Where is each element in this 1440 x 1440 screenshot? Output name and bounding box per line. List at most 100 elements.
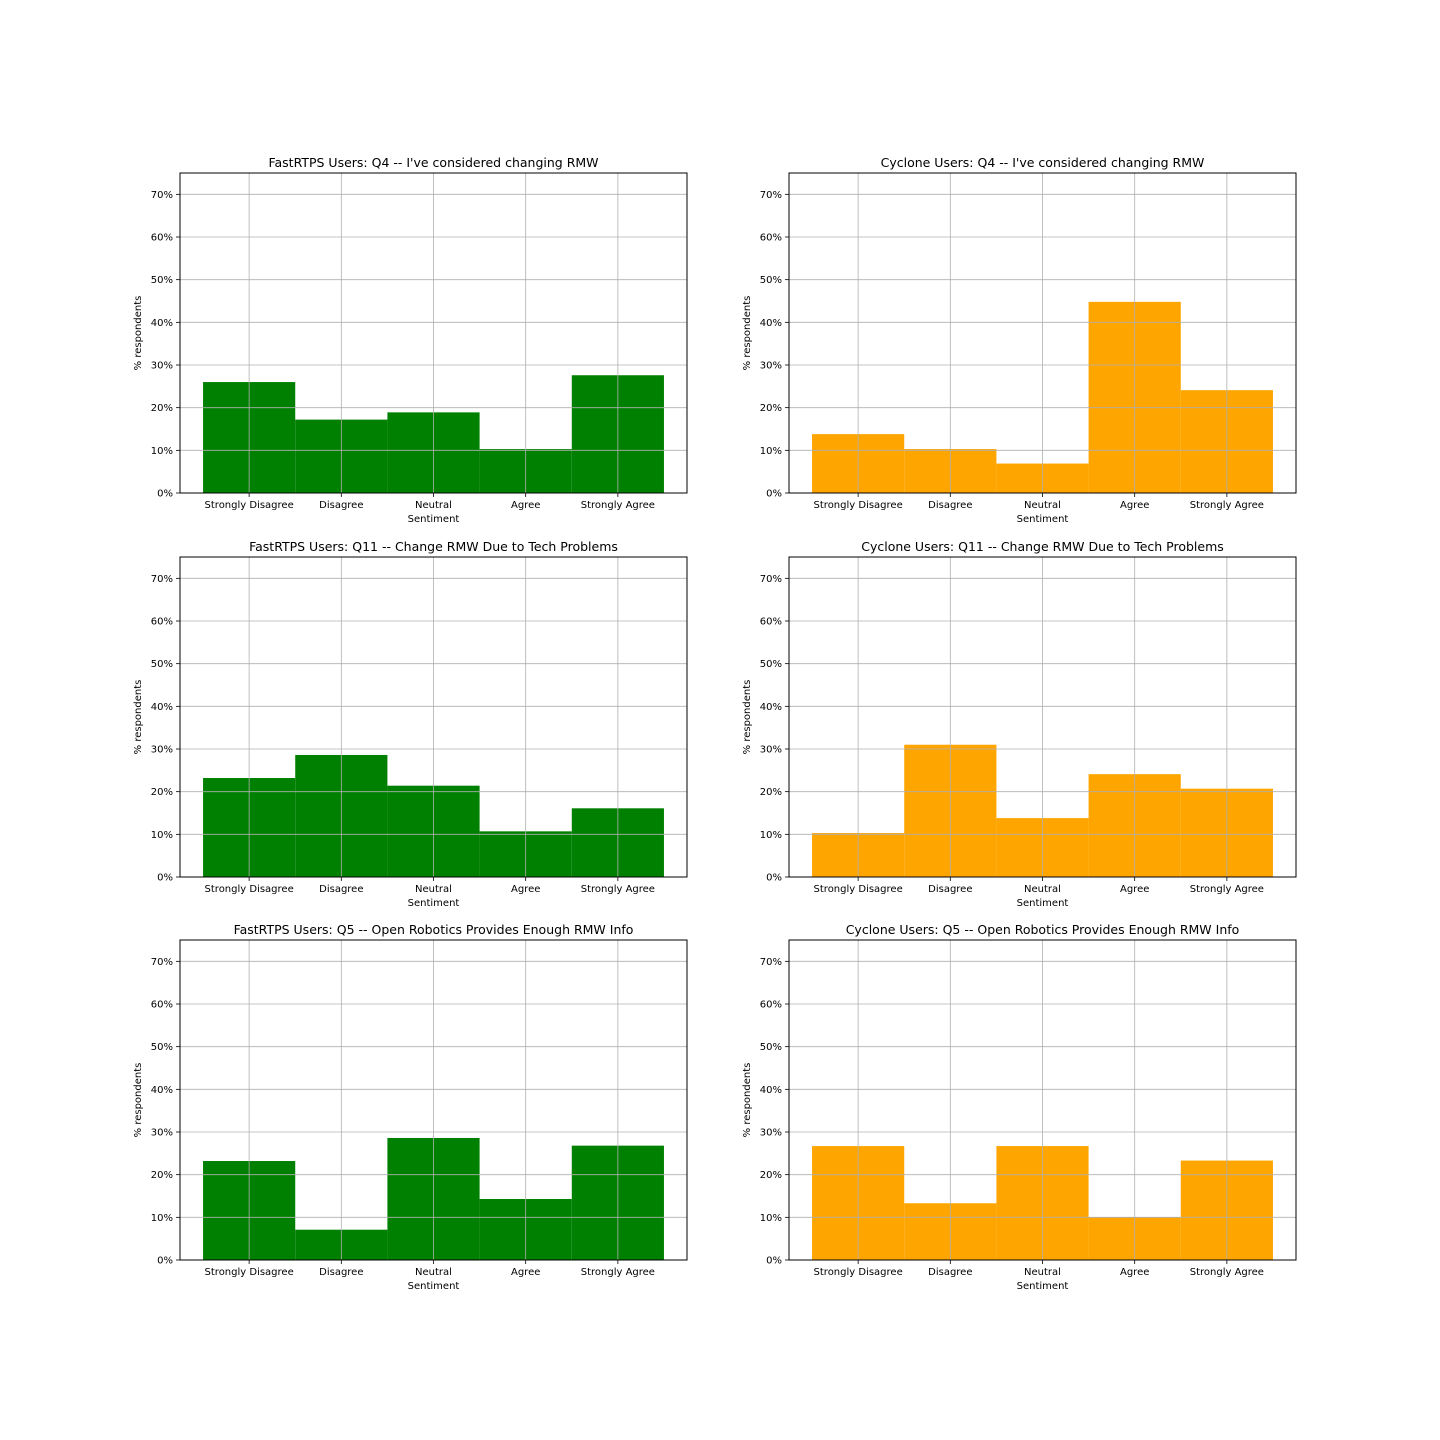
y-tick-label: 40% (151, 702, 173, 713)
y-tick-label: 40% (760, 702, 782, 713)
x-tick-label: Strongly Disagree (205, 1267, 294, 1278)
y-tick-label: 40% (151, 1085, 173, 1096)
y-axis-label: % respondents (133, 1063, 144, 1138)
y-tick-label: 70% (760, 574, 782, 585)
x-tick-label: Strongly Agree (1190, 500, 1264, 511)
y-tick-label: 10% (151, 1213, 173, 1224)
x-axis-label: Sentiment (1017, 898, 1069, 909)
y-tick-label: 10% (151, 830, 173, 841)
y-axis-label: % respondents (742, 1063, 753, 1138)
x-tick-label: Strongly Agree (1190, 1267, 1264, 1278)
y-tick-label: 60% (151, 1000, 173, 1011)
y-tick-label: 10% (151, 446, 173, 457)
y-tick-label: 10% (760, 446, 782, 457)
x-tick-label: Strongly Disagree (814, 500, 903, 511)
x-tick-label: Disagree (928, 884, 972, 895)
y-tick-label: 50% (151, 275, 173, 286)
x-axis-label: Sentiment (1017, 1281, 1069, 1292)
y-tick-label: 50% (151, 1042, 173, 1053)
x-tick-label: Disagree (319, 500, 363, 511)
subplot-1: 0% 10% 20% 30% 40% 50% 60% 70% Strongly Disagree… (133, 155, 688, 525)
x-axis-label: Sentiment (408, 514, 460, 525)
x-axis-label: Sentiment (408, 1281, 460, 1292)
y-tick-label: 30% (151, 745, 173, 756)
y-tick-label: 50% (760, 659, 782, 670)
y-tick-label: 50% (151, 659, 173, 670)
y-tick-label: 0% (766, 1256, 782, 1267)
y-tick-label: 70% (760, 190, 782, 201)
y-tick-label: 10% (760, 1213, 782, 1224)
chart-title: Cyclone Users: Q11 -- Change RMW Due to … (861, 539, 1224, 554)
x-tick-label: Neutral (415, 500, 452, 511)
x-axis-label: Sentiment (408, 898, 460, 909)
y-tick-label: 70% (151, 957, 173, 968)
x-tick-label: Agree (1120, 500, 1149, 511)
y-tick-label: 20% (151, 403, 173, 414)
y-tick-label: 60% (151, 233, 173, 244)
x-tick-label: Strongly Disagree (205, 500, 294, 511)
chart-title: FastRTPS Users: Q4 -- I've considered ch… (268, 155, 598, 170)
y-tick-label: 70% (151, 574, 173, 585)
x-tick-label: Neutral (1024, 884, 1061, 895)
x-tick-label: Strongly Agree (581, 884, 655, 895)
y-tick-label: 50% (760, 1042, 782, 1053)
y-tick-label: 0% (766, 873, 782, 884)
chart-title: FastRTPS Users: Q5 -- Open Robotics Prov… (234, 922, 634, 937)
y-tick-label: 30% (760, 745, 782, 756)
subplot-5: 0% 10% 20% 30% 40% 50% 60% 70% Strongly Disagree… (133, 922, 688, 1292)
y-tick-label: 30% (760, 361, 782, 372)
chart-title: Cyclone Users: Q4 -- I've considered cha… (881, 155, 1205, 170)
x-tick-label: Neutral (415, 884, 452, 895)
x-tick-label: Agree (511, 1267, 540, 1278)
subplot-3: 0% 10% 20% 30% 40% 50% 60% 70% Strongly Disagree… (133, 539, 688, 909)
x-tick-label: Neutral (1024, 500, 1061, 511)
subplot-4: 0% 10% 20% 30% 40% 50% 60% 70% Strongly Disagree… (742, 539, 1297, 909)
y-tick-label: 0% (157, 873, 173, 884)
x-tick-label: Neutral (1024, 1267, 1061, 1278)
y-tick-label: 40% (151, 318, 173, 329)
x-tick-label: Strongly Disagree (814, 884, 903, 895)
x-tick-label: Agree (511, 500, 540, 511)
y-tick-label: 0% (157, 489, 173, 500)
x-tick-label: Agree (1120, 884, 1149, 895)
y-tick-label: 60% (760, 617, 782, 628)
x-tick-label: Strongly Disagree (814, 1267, 903, 1278)
y-tick-label: 20% (151, 787, 173, 798)
y-tick-label: 20% (760, 403, 782, 414)
y-tick-label: 40% (760, 1085, 782, 1096)
y-tick-label: 40% (760, 318, 782, 329)
x-tick-label: Neutral (415, 1267, 452, 1278)
y-tick-label: 60% (760, 1000, 782, 1011)
x-tick-label: Strongly Disagree (205, 884, 294, 895)
y-axis-label: % respondents (742, 680, 753, 755)
y-tick-label: 70% (760, 957, 782, 968)
y-tick-label: 20% (151, 1170, 173, 1181)
x-tick-label: Strongly Agree (581, 500, 655, 511)
subplot-2: 0% 10% 20% 30% 40% 50% 60% 70% Strongly Disagree… (742, 155, 1297, 525)
y-tick-label: 50% (760, 275, 782, 286)
y-tick-label: 20% (760, 1170, 782, 1181)
y-tick-label: 0% (766, 489, 782, 500)
chart-title: FastRTPS Users: Q11 -- Change RMW Due to… (249, 539, 618, 554)
y-tick-label: 30% (760, 1128, 782, 1139)
y-axis-label: % respondents (742, 296, 753, 371)
y-tick-label: 70% (151, 190, 173, 201)
y-axis-label: % respondents (133, 680, 144, 755)
subplot-6: 0% 10% 20% 30% 40% 50% 60% 70% Strongly Disagree… (742, 922, 1297, 1292)
y-tick-label: 30% (151, 1128, 173, 1139)
x-tick-label: Disagree (319, 884, 363, 895)
y-tick-label: 0% (157, 1256, 173, 1267)
x-tick-label: Disagree (928, 1267, 972, 1278)
x-tick-label: Strongly Agree (581, 1267, 655, 1278)
y-tick-label: 20% (760, 787, 782, 798)
y-axis-label: % respondents (133, 296, 144, 371)
y-tick-label: 60% (760, 233, 782, 244)
x-axis-label: Sentiment (1017, 514, 1069, 525)
y-tick-label: 10% (760, 830, 782, 841)
x-tick-label: Strongly Agree (1190, 884, 1264, 895)
x-tick-label: Agree (1120, 1267, 1149, 1278)
x-tick-label: Agree (511, 884, 540, 895)
y-tick-label: 60% (151, 617, 173, 628)
x-tick-label: Disagree (928, 500, 972, 511)
